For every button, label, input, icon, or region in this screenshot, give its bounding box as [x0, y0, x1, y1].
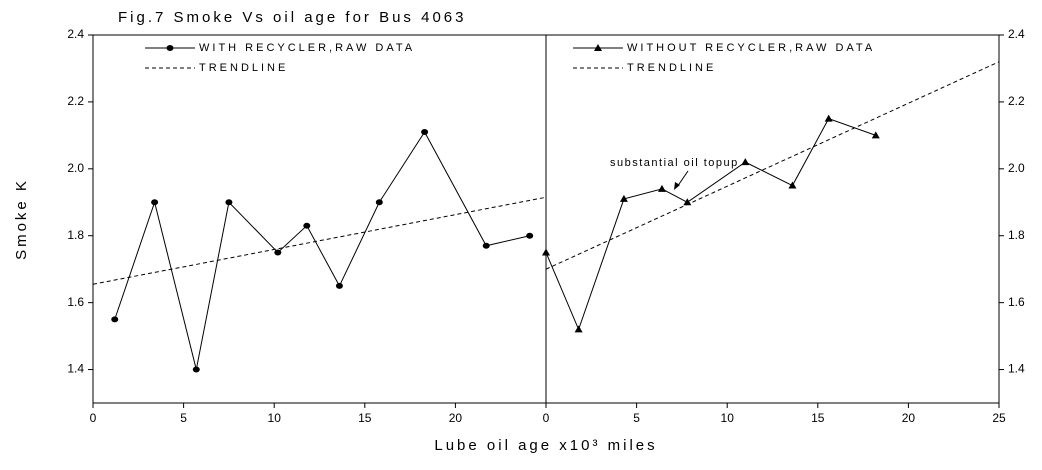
marker: [421, 129, 429, 136]
x-tick-label: 10: [268, 411, 282, 425]
x-tick-label: 10: [721, 411, 735, 425]
y-tick-label: 2.2: [1008, 94, 1025, 108]
marker: [225, 199, 233, 206]
legend-label: WITHOUT RECYCLER,RAW DATA: [627, 42, 875, 54]
marker: [303, 222, 311, 229]
marker: [824, 114, 833, 122]
x-tick-label: 5: [180, 411, 187, 425]
legend-label: WITH RECYCLER,RAW DATA: [199, 42, 415, 54]
marker: [788, 181, 797, 189]
x-tick-label: 15: [811, 411, 825, 425]
legend-label: TRENDLINE: [199, 62, 288, 74]
marker: [111, 316, 119, 323]
marker: [151, 199, 159, 206]
y-tick-label: 2.0: [67, 161, 84, 175]
y-tick-label: 2.4: [67, 27, 84, 41]
marker: [871, 131, 880, 139]
y-tick-label: 1.6: [1008, 295, 1025, 309]
chart-title: Fig.7 Smoke Vs oil age for Bus 4063: [118, 9, 466, 26]
data-line: [545, 118, 876, 331]
marker: [375, 199, 383, 206]
marker: [657, 184, 666, 192]
y-tick-label: 2.2: [67, 94, 84, 108]
marker: [482, 242, 490, 249]
marker: [574, 325, 583, 333]
x-tick-label: 20: [449, 411, 463, 425]
legend-marker: [594, 44, 602, 51]
y-tick-label: 1.8: [67, 228, 84, 242]
x-tick-label: 20: [902, 411, 916, 425]
legend-label: TRENDLINE: [627, 62, 716, 74]
marker: [526, 232, 534, 239]
data-line: [114, 131, 530, 370]
y-tick-label: 1.8: [1008, 228, 1025, 242]
marker: [619, 194, 628, 202]
legend-marker: [166, 45, 174, 51]
y-tick-label: 1.6: [67, 295, 84, 309]
y-tick-label: 1.4: [1008, 362, 1025, 376]
marker: [542, 248, 550, 256]
trendline: [92, 196, 547, 285]
marker: [274, 249, 282, 256]
marker: [192, 366, 200, 373]
arrow-head: [674, 182, 680, 190]
y-tick-label: 1.4: [67, 362, 84, 376]
marker: [741, 158, 750, 166]
x-tick-label: 0: [90, 411, 97, 425]
y-tick-label: 2.4: [1008, 27, 1025, 41]
y-tick-label: 2.0: [1008, 161, 1025, 175]
x-tick-label: 25: [992, 411, 1006, 425]
y-axis-label: Smoke K: [13, 178, 30, 260]
trendline: [545, 61, 1000, 270]
x-axis-label: Lube oil age x10³ miles: [434, 437, 657, 454]
x-tick-label: 5: [633, 411, 640, 425]
x-tick-label: 0: [543, 411, 550, 425]
marker: [335, 282, 343, 289]
annotation: substantial oil topup: [610, 157, 739, 169]
x-tick-label: 15: [358, 411, 372, 425]
